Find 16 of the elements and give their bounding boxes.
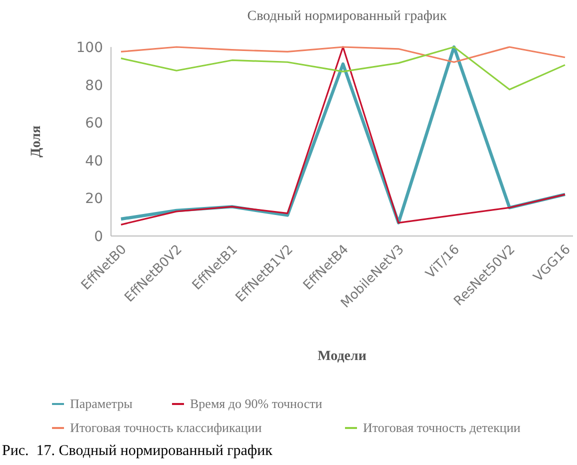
x-axis-title: Модели bbox=[318, 349, 366, 364]
legend-label: Время до 90% точности bbox=[190, 396, 322, 411]
y-tick-label: 40 bbox=[85, 153, 103, 170]
text: Рис. 17. Сводный нормированный график bbox=[2, 443, 274, 459]
legend-label: Итоговая точность классификации bbox=[70, 420, 262, 435]
legend-label: Итоговая точность детекции bbox=[363, 420, 521, 435]
y-axis-title: Доля bbox=[29, 125, 44, 158]
y-tick-label: 60 bbox=[85, 116, 103, 132]
y-tick-label: 80 bbox=[85, 78, 103, 94]
legend-label: Параметры bbox=[70, 396, 133, 411]
y-tick-label: 100 bbox=[76, 40, 103, 56]
y-tick-label: 20 bbox=[85, 191, 103, 208]
y-tick-label: 0 bbox=[94, 229, 103, 245]
line-series bbox=[120, 46, 566, 90]
line-series bbox=[120, 46, 566, 63]
chart-title: Сводный нормированный график bbox=[247, 9, 447, 24]
